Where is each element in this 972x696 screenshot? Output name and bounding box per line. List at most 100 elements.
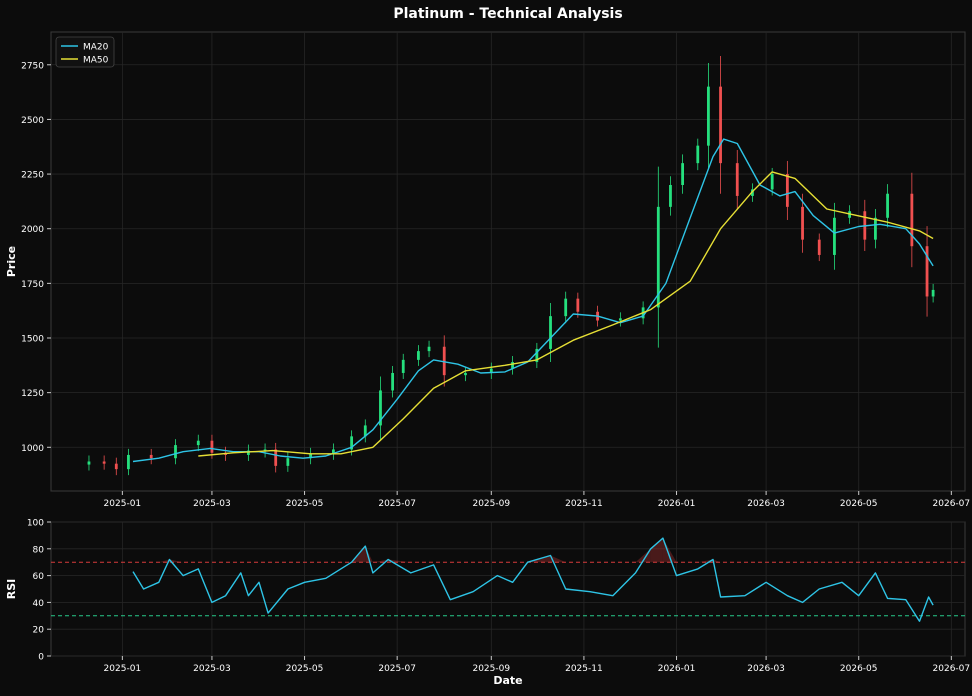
legend-label: MA50 [83, 56, 109, 66]
y-tick-label: 2500 [21, 116, 44, 126]
candle [696, 145, 700, 164]
rsi-y-axis-label: RSI [5, 579, 18, 600]
candle [925, 246, 929, 297]
price-panel: 1000 1250 1500 1750 2000 2250 2500 2750 2025-01… [5, 31, 971, 509]
candle [801, 206, 804, 240]
x-tick-label: 2025-01 [104, 499, 142, 509]
x-tick-label: 2025-03 [193, 499, 231, 509]
candle [785, 174, 789, 207]
candle [719, 86, 722, 164]
candle [391, 372, 395, 391]
x-tick-label: 2025-05 [286, 664, 324, 674]
x-tick-label: 2025-11 [565, 499, 603, 509]
x-tick-label: 2025-09 [472, 664, 510, 674]
overbought-fill [388, 559, 411, 563]
x-tick-label: 2025-03 [193, 664, 231, 674]
overbought-fill [169, 559, 184, 563]
x-tick-label: 2026-03 [747, 664, 785, 674]
y-tick-label: 1250 [21, 389, 44, 399]
candle [246, 450, 250, 455]
overbought-fill [550, 555, 566, 563]
candle [417, 351, 420, 360]
overbought-fill [650, 538, 663, 563]
candle [274, 449, 278, 466]
x-tick-label: 2026-03 [747, 499, 785, 509]
candle [427, 346, 431, 352]
y-tick-label: 20 [33, 626, 45, 636]
line-rsi [132, 537, 934, 622]
x-tick-label: 2025-07 [378, 499, 416, 509]
x-tick-label: 2026-05 [840, 664, 878, 674]
x-tick-label: 2026-07 [933, 499, 971, 509]
candle [196, 440, 200, 446]
candle [401, 359, 405, 373]
candle [442, 346, 446, 376]
candle [535, 348, 539, 363]
rsi-grid [51, 521, 965, 657]
price-y-axis-label: Price [5, 246, 18, 277]
candle [681, 163, 685, 185]
candle [87, 461, 91, 465]
rsi-reference-lines [51, 561, 965, 617]
y-tick-label: 40 [33, 599, 45, 609]
y-tick-label: 80 [33, 545, 45, 555]
overbought-fill [372, 559, 389, 563]
candle [564, 298, 568, 317]
candle [874, 217, 877, 240]
candle [363, 425, 367, 437]
overbought-fill [712, 559, 721, 563]
candle [576, 298, 580, 312]
candle [489, 368, 493, 373]
candle [174, 445, 177, 459]
candle [770, 174, 774, 190]
legend: MA20 MA50 [55, 36, 115, 68]
candle [309, 453, 313, 459]
candle [286, 458, 290, 466]
legend-label: MA20 [83, 43, 109, 53]
candle [931, 289, 935, 297]
x-axis-label: Date [493, 674, 522, 687]
overbought-fill [365, 546, 373, 563]
y-tick-label: 1750 [21, 280, 44, 290]
price-x-ticks: 2025-01 2025-03 2025-05 2025-07 2025-09 2025-… [104, 491, 971, 509]
x-tick-label: 2025-05 [286, 499, 324, 509]
candle [751, 189, 754, 196]
price-lines [132, 138, 934, 463]
overbought-fill [635, 548, 651, 563]
y-tick-label: 1000 [21, 444, 44, 454]
y-tick-label: 0 [38, 653, 44, 663]
candle [331, 449, 335, 454]
candle [817, 239, 821, 255]
candle [656, 206, 660, 308]
price-plot-area [50, 31, 966, 492]
x-tick-label: 2026-01 [658, 499, 696, 509]
y-tick-label: 2250 [21, 171, 44, 181]
y-tick-label: 1500 [21, 335, 44, 345]
candle [464, 372, 467, 376]
y-tick-label: 60 [33, 572, 45, 582]
overbought-fill [158, 559, 170, 563]
candle [833, 217, 836, 255]
price-y-ticks: 1000 1250 1500 1750 2000 2250 2500 2750 [21, 61, 51, 454]
rsi-x-ticks: 2025-01 2025-03 2025-05 2025-07 2025-09 2025-… [104, 656, 970, 674]
candle [149, 454, 153, 459]
candle [735, 163, 739, 196]
x-tick-label: 2025-07 [378, 664, 416, 674]
candle [350, 436, 354, 450]
line-ma50 [198, 171, 934, 457]
y-tick-label: 100 [27, 519, 44, 529]
x-tick-label: 2025-09 [472, 499, 510, 509]
x-tick-label: 2026-01 [658, 664, 696, 674]
candle [102, 461, 106, 464]
rsi-plot-area [50, 521, 966, 657]
candle [210, 440, 214, 453]
x-tick-label: 2026-05 [840, 499, 878, 509]
candle [114, 463, 118, 470]
candle [549, 316, 552, 349]
price-grid [51, 32, 965, 491]
rsi-y-ticks: 0 20 40 60 80 100 [27, 519, 51, 663]
candle [910, 193, 914, 247]
candle [707, 86, 710, 146]
